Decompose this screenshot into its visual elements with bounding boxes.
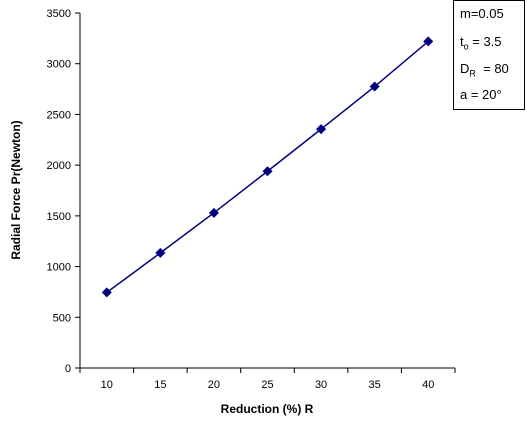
- y-tick-label-6: 3000: [47, 59, 71, 71]
- param-to-main: t: [460, 34, 464, 49]
- x-tick-label-5: 35: [369, 379, 381, 391]
- x-tick-label-1: 15: [154, 379, 166, 391]
- x-tick-label-4: 30: [315, 379, 327, 391]
- y-tick-label-1: 500: [53, 312, 71, 324]
- x-tick-label-2: 20: [208, 379, 220, 391]
- param-a-text: a = 20°: [460, 87, 502, 102]
- y-tick-label-4: 2000: [47, 160, 71, 172]
- param-dr: DR = 80: [460, 61, 509, 79]
- param-to-rest: = 3.5: [468, 34, 502, 49]
- y-tick-label-5: 2500: [47, 109, 71, 121]
- parameter-box: m=0.05 to = 3.5 DR = 80 a = 20°: [453, 0, 525, 110]
- data-point-4: [316, 124, 327, 135]
- x-tick-label-3: 25: [261, 379, 273, 391]
- data-point-6: [423, 36, 434, 47]
- param-to-sub: o: [463, 41, 469, 52]
- param-dr-main: D: [460, 61, 470, 76]
- x-ticks: 10 15 20 25 30 35 40: [79, 368, 456, 391]
- x-tick-label-0: 10: [101, 379, 113, 391]
- y-tick-label-7: 3500: [47, 8, 71, 20]
- y-tick-label-2: 1000: [47, 262, 71, 274]
- y-axis-title: Radial Force Pr(Newton): [9, 120, 23, 259]
- data-point-0: [101, 287, 112, 298]
- param-dr-rest: = 80: [475, 61, 509, 76]
- x-axis-title: Reduction (%) R: [221, 402, 314, 416]
- param-m: m=0.05: [460, 6, 504, 21]
- param-dr-sub: R: [469, 68, 476, 79]
- y-tick-label-0: 0: [65, 363, 71, 375]
- param-to: to = 3.5: [460, 34, 502, 52]
- data-point-3: [262, 166, 273, 177]
- data-point-5: [369, 81, 380, 92]
- param-a: a = 20°: [460, 87, 502, 102]
- y-ticks: 0 500 1000 1500 2000 2500 3000 3500: [47, 8, 80, 375]
- data-point-1: [155, 247, 166, 258]
- y-tick-label-3: 1500: [47, 211, 71, 223]
- series-layer: [101, 36, 434, 298]
- x-tick-label-6: 40: [422, 379, 434, 391]
- data-point-2: [208, 207, 219, 218]
- param-m-text: m=0.05: [460, 6, 504, 21]
- axes: [79, 13, 455, 369]
